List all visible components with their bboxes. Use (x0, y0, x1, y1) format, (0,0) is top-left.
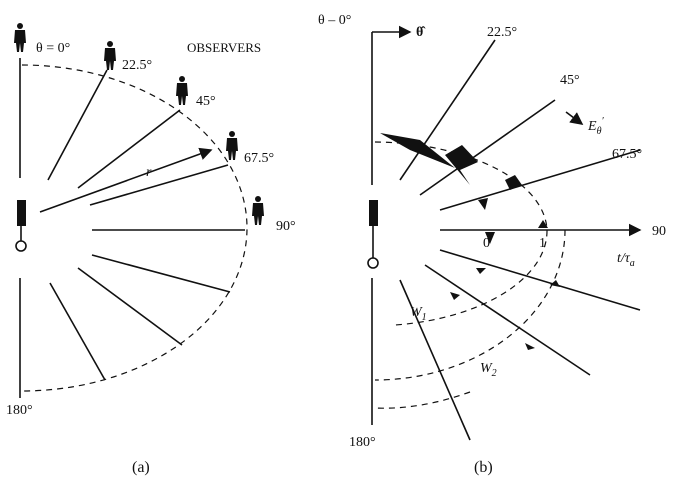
ray (400, 280, 470, 440)
angle-label: 90° (276, 219, 296, 234)
angle-label: 45° (196, 94, 216, 109)
ray (425, 265, 590, 375)
dipole-base (16, 241, 26, 251)
angle-label: 22.5° (122, 58, 152, 73)
radius-label: r (146, 165, 152, 180)
wavefront (375, 230, 565, 380)
pulse (525, 343, 535, 350)
axis-label: θ – 0° (318, 13, 351, 28)
dipole (369, 200, 378, 226)
observer-arc (22, 65, 247, 391)
angle-label: 180° (6, 403, 33, 418)
observer (252, 196, 264, 225)
angle-label: θ = 0° (36, 41, 70, 56)
heading: OBSERVERS (187, 40, 261, 55)
angle-label: 67.5° (244, 151, 274, 166)
panel-b: θ – 0° θ̂ 22.5° 45° 67.5° 90 180° Eθ′ 0 … (318, 13, 666, 476)
time-tick-label: 1 (539, 236, 546, 251)
panel-label: (a) (132, 459, 150, 476)
angle-label: 22.5° (487, 25, 517, 40)
ray (78, 268, 182, 345)
ray (48, 70, 107, 180)
observer (226, 131, 238, 160)
angle-label: 45° (560, 73, 580, 88)
pulse (476, 268, 486, 274)
pulse (450, 292, 460, 300)
angle-label: 180° (349, 435, 376, 450)
observer (14, 23, 26, 52)
angle-label: 90 (652, 224, 666, 239)
wavefront-label: W2 (480, 361, 497, 379)
time-axis-label: t/τa (617, 251, 635, 269)
dipole (17, 200, 26, 226)
dipole-base (368, 258, 378, 268)
time-tick-label: 0 (483, 236, 490, 251)
ray (78, 110, 180, 188)
field-arrow (566, 112, 582, 124)
pulse (505, 175, 522, 190)
ray (50, 283, 105, 380)
field-label: Eθ′ (587, 116, 604, 137)
observer (104, 41, 116, 70)
ray (92, 255, 230, 292)
panel-a: θ = 0° 22.5° 45° 67.5° 90° 180° OBSERVER… (6, 23, 296, 476)
figure: θ = 0° 22.5° 45° 67.5° 90° 180° OBSERVER… (0, 0, 673, 489)
angle-label: 67.5° (612, 147, 642, 162)
radius-arrow (40, 150, 211, 212)
ray (440, 250, 640, 310)
unit-vector: θ̂ (416, 25, 426, 40)
panel-label: (b) (474, 459, 493, 476)
ray (90, 165, 228, 205)
pulse (478, 198, 488, 210)
observer (176, 76, 188, 105)
ray (400, 40, 495, 180)
